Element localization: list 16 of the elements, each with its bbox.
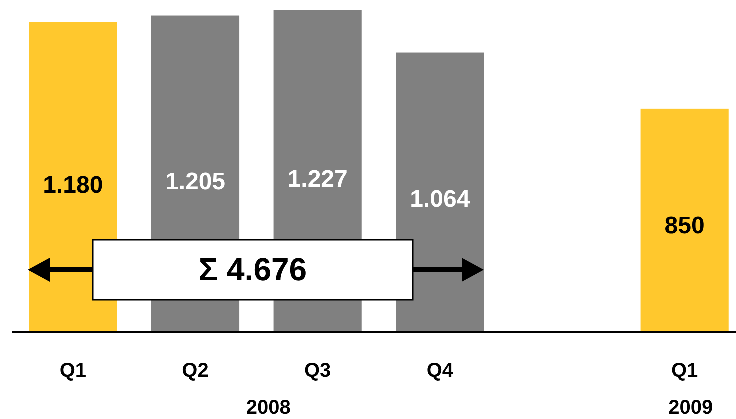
data-label: 1.227 [288,166,348,194]
bar [396,52,484,332]
data-label: 1.064 [410,186,471,214]
text: 2008 [246,397,291,419]
x-tick-label: Q4 [426,360,454,382]
x-tick-label: Q2 [182,360,209,382]
annotation: Σ 4.676 [198,251,308,288]
data-label: 1.205 [165,168,226,196]
x-tick-label: Q1 [60,360,87,382]
text: 2009 [668,397,714,419]
data-label: 1.180 [43,172,104,199]
x-tick-label: Q1 [671,360,698,382]
bar [640,108,729,332]
bar [29,22,118,332]
x-tick-label: Q3 [304,360,332,382]
data-label: 850 [664,212,705,240]
